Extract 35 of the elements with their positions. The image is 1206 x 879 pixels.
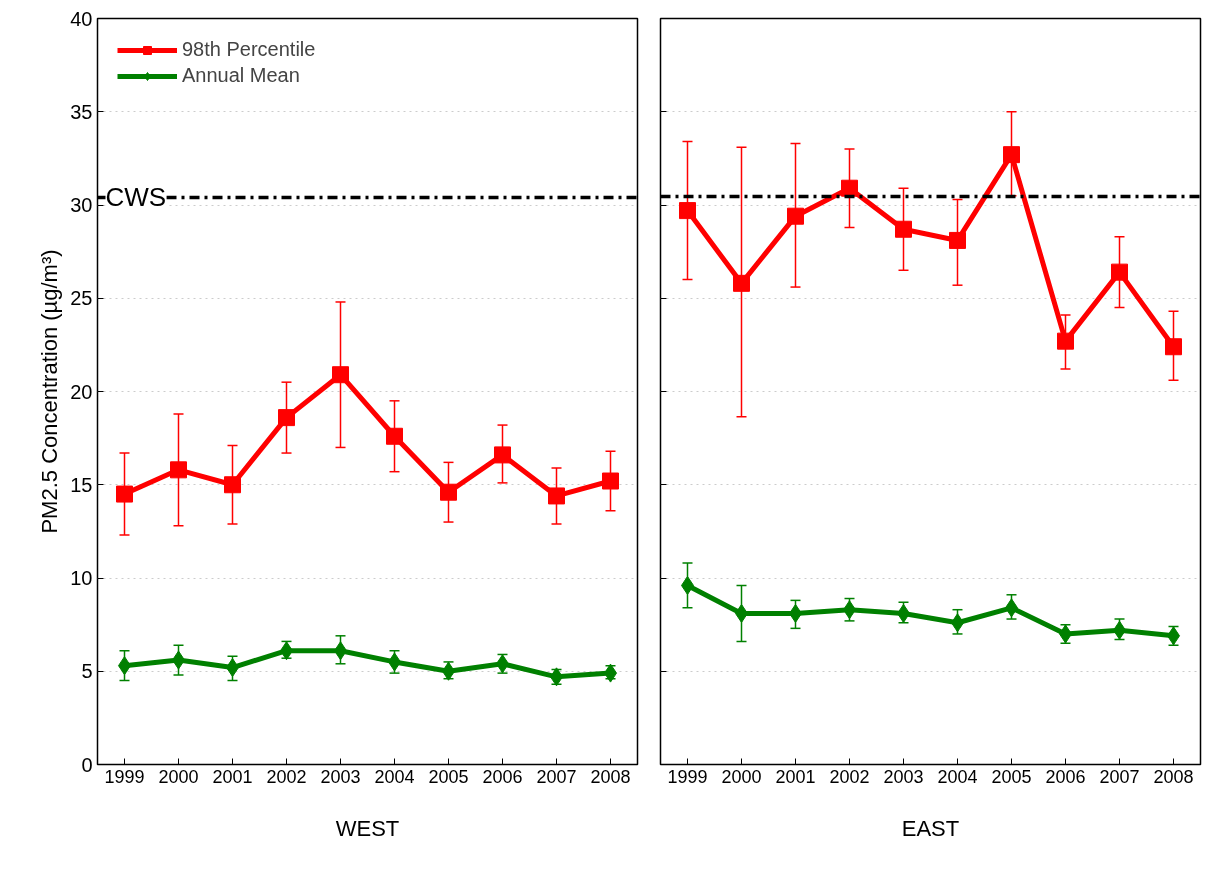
y-tick-label: 15 xyxy=(70,473,93,496)
x-tick-label: 2002 xyxy=(829,766,870,787)
y-axis-title: PM2.5 Concentration (µg/m³) xyxy=(37,249,63,534)
x-tick-label: 1999 xyxy=(667,766,708,787)
x-tick-label: 2000 xyxy=(721,766,762,787)
x-tick-label: 2001 xyxy=(212,766,253,787)
y-tick-label: 40 xyxy=(70,7,93,30)
x-tick-label: 2006 xyxy=(1045,766,1086,787)
y-tick-label: 25 xyxy=(70,287,93,310)
x-tick-label: 2005 xyxy=(428,766,469,787)
x-tick-label: 2000 xyxy=(158,766,199,787)
ref-line-label: CWS xyxy=(105,181,167,212)
legend-label: 98th Percentile xyxy=(182,38,316,61)
x-tick-label: 2001 xyxy=(775,766,816,787)
y-tick-label: 30 xyxy=(70,194,93,216)
x-tick-label: 2004 xyxy=(937,766,978,787)
x-tick-label: 2007 xyxy=(1099,766,1140,787)
x-tick-label: 2008 xyxy=(590,766,631,787)
x-axis-title: EAST xyxy=(901,815,960,841)
y-tick-label: 20 xyxy=(70,380,93,403)
y-tick-label: 35 xyxy=(70,100,93,123)
x-tick-label: 2007 xyxy=(536,766,577,787)
x-axis-title: WEST xyxy=(335,815,400,841)
legend-label: Annual Mean xyxy=(182,64,300,87)
x-tick-label: 1999 xyxy=(104,766,145,787)
x-tick-label: 2002 xyxy=(266,766,307,787)
x-tick-label: 2003 xyxy=(883,766,924,787)
x-tick-label: 2005 xyxy=(991,766,1032,787)
x-tick-label: 2004 xyxy=(374,766,415,787)
y-tick-label: 0 xyxy=(81,753,93,776)
x-tick-label: 2006 xyxy=(482,766,523,787)
x-tick-label: 2003 xyxy=(320,766,361,787)
x-tick-label: 2008 xyxy=(1153,766,1194,787)
y-tick-label: 5 xyxy=(81,660,93,683)
y-tick-label: 10 xyxy=(70,567,93,589)
